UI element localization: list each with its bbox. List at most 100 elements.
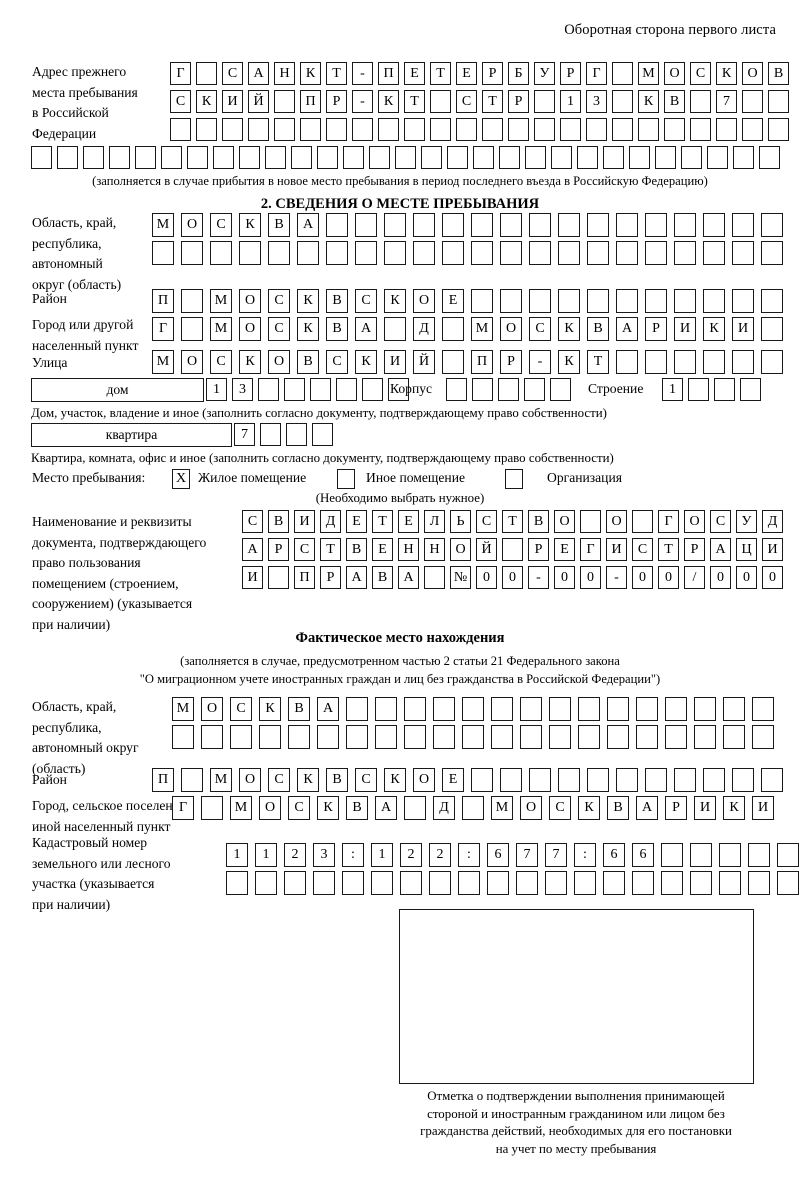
actual-region-r2-cell-6[interactable]	[317, 725, 339, 749]
prev-address-r3-cell-7[interactable]	[326, 118, 347, 141]
cadastral-r2-cell-4[interactable]	[313, 871, 335, 895]
document-r1-cell-18[interactable]: О	[684, 510, 705, 533]
city-cell-22[interactable]	[761, 317, 783, 341]
cadastral-row-2[interactable]	[226, 871, 800, 895]
region-r2-cell-11[interactable]	[442, 241, 464, 265]
prev-address-r4-cell-12[interactable]	[317, 146, 338, 169]
document-r3-cell-17[interactable]: 0	[658, 566, 679, 589]
actual-district-cell-4[interactable]: О	[239, 768, 261, 792]
prev-address-r4-cell-18[interactable]	[473, 146, 494, 169]
flat-cell-1[interactable]: 7	[234, 423, 255, 446]
document-r3-cell-16[interactable]: 0	[632, 566, 653, 589]
actual-district-cell-10[interactable]: О	[413, 768, 435, 792]
prev-address-r2-cell-4[interactable]: Й	[248, 90, 269, 113]
document-r3-cell-15[interactable]: -	[606, 566, 627, 589]
prev-address-r4-cell-21[interactable]	[551, 146, 572, 169]
region-r2-cell-7[interactable]	[326, 241, 348, 265]
stroenie-cell-3[interactable]	[714, 378, 735, 401]
document-r2-cell-9[interactable]: О	[450, 538, 471, 561]
document-r3-cell-6[interactable]: В	[372, 566, 393, 589]
actual-region-r1-cell-8[interactable]	[375, 697, 397, 721]
prev-address-r1-cell-3[interactable]: С	[222, 62, 243, 85]
document-r3-cell-2[interactable]	[268, 566, 289, 589]
prev-address-r3-cell-19[interactable]	[638, 118, 659, 141]
street-cell-4[interactable]: К	[239, 350, 261, 374]
document-r2-cell-6[interactable]: Е	[372, 538, 393, 561]
region-r1-cell-17[interactable]	[616, 213, 638, 237]
document-r2-cell-7[interactable]: Н	[398, 538, 419, 561]
prev-address-r1-cell-7[interactable]: Т	[326, 62, 347, 85]
district-cell-5[interactable]: С	[268, 289, 290, 313]
prev-address-r1-cell-20[interactable]: О	[664, 62, 685, 85]
district-cell-7[interactable]: В	[326, 289, 348, 313]
city-cell-14[interactable]: С	[529, 317, 551, 341]
document-r1-cell-11[interactable]: Т	[502, 510, 523, 533]
street-cell-3[interactable]: С	[210, 350, 232, 374]
city-cell-21[interactable]: И	[732, 317, 754, 341]
prev-address-r4-cell-22[interactable]	[577, 146, 598, 169]
region-r1-cell-20[interactable]	[703, 213, 725, 237]
actual-district-cell-15[interactable]	[558, 768, 580, 792]
prev-address-r4-cell-8[interactable]	[213, 146, 234, 169]
prev-address-r3-cell-20[interactable]	[664, 118, 685, 141]
actual-region-r2-cell-16[interactable]	[607, 725, 629, 749]
prev-address-r4-cell-19[interactable]	[499, 146, 520, 169]
region-r1-cell-16[interactable]	[587, 213, 609, 237]
district-cell-16[interactable]	[587, 289, 609, 313]
prev-address-r2-cell-21[interactable]	[690, 90, 711, 113]
district-cell-2[interactable]	[181, 289, 203, 313]
street-cell-7[interactable]: С	[326, 350, 348, 374]
actual-region-r2-cell-1[interactable]	[172, 725, 194, 749]
street-cell-20[interactable]	[703, 350, 725, 374]
document-r1-cell-21[interactable]: Д	[762, 510, 783, 533]
city-cell-2[interactable]	[181, 317, 203, 341]
region-r1-cell-14[interactable]	[529, 213, 551, 237]
street-cell-17[interactable]	[616, 350, 638, 374]
actual-region-r2-cell-11[interactable]	[462, 725, 484, 749]
document-r1-cell-2[interactable]: В	[268, 510, 289, 533]
district-cell-17[interactable]	[616, 289, 638, 313]
actual-district-cell-3[interactable]: М	[210, 768, 232, 792]
cadastral-r1-cell-8[interactable]: 2	[429, 843, 451, 867]
document-r2-cell-15[interactable]: И	[606, 538, 627, 561]
cadastral-r1-cell-12[interactable]: 7	[545, 843, 567, 867]
cadastral-r1-cell-2[interactable]: 1	[255, 843, 277, 867]
prev-address-r3-cell-11[interactable]	[430, 118, 451, 141]
district-cell-22[interactable]	[761, 289, 783, 313]
flat-number-cells[interactable]: 7	[234, 423, 338, 446]
region-r1-cell-22[interactable]	[761, 213, 783, 237]
cadastral-r2-cell-17[interactable]	[690, 871, 712, 895]
document-r3-cell-11[interactable]: 0	[502, 566, 523, 589]
actual-region-r1-cell-16[interactable]	[607, 697, 629, 721]
document-r2-cell-8[interactable]: Н	[424, 538, 445, 561]
prev-address-r2-cell-19[interactable]: К	[638, 90, 659, 113]
prev-address-r4-cell-23[interactable]	[603, 146, 624, 169]
actual-region-r2-cell-12[interactable]	[491, 725, 513, 749]
prev-address-r1-cell-15[interactable]: У	[534, 62, 555, 85]
checkbox-organization[interactable]	[505, 469, 523, 489]
actual-district-cell-13[interactable]	[500, 768, 522, 792]
cadastral-r2-cell-6[interactable]	[371, 871, 393, 895]
cadastral-r1-cell-20[interactable]	[777, 843, 799, 867]
actual-region-r2-cell-3[interactable]	[230, 725, 252, 749]
cadastral-r2-cell-2[interactable]	[255, 871, 277, 895]
street-cell-9[interactable]: И	[384, 350, 406, 374]
actual-region-r1-cell-20[interactable]	[723, 697, 745, 721]
prev-address-r2-cell-9[interactable]: К	[378, 90, 399, 113]
prev-address-r1-cell-1[interactable]: Г	[170, 62, 191, 85]
city-cell-5[interactable]: С	[268, 317, 290, 341]
cadastral-r1-cell-1[interactable]: 1	[226, 843, 248, 867]
region-r2-cell-16[interactable]	[587, 241, 609, 265]
actual-region-r2-cell-18[interactable]	[665, 725, 687, 749]
prev-address-r3-cell-18[interactable]	[612, 118, 633, 141]
region-r1-cell-19[interactable]	[674, 213, 696, 237]
cadastral-r2-cell-10[interactable]	[487, 871, 509, 895]
actual-region-row-2[interactable]	[172, 725, 781, 749]
district-cell-19[interactable]	[674, 289, 696, 313]
prev-address-r4-cell-6[interactable]	[161, 146, 182, 169]
region-r2-cell-1[interactable]	[152, 241, 174, 265]
document-row-3[interactable]: И П Р А В А № 0 0-0 0-0 0/0 0 0	[242, 566, 788, 589]
cadastral-r1-cell-7[interactable]: 2	[400, 843, 422, 867]
